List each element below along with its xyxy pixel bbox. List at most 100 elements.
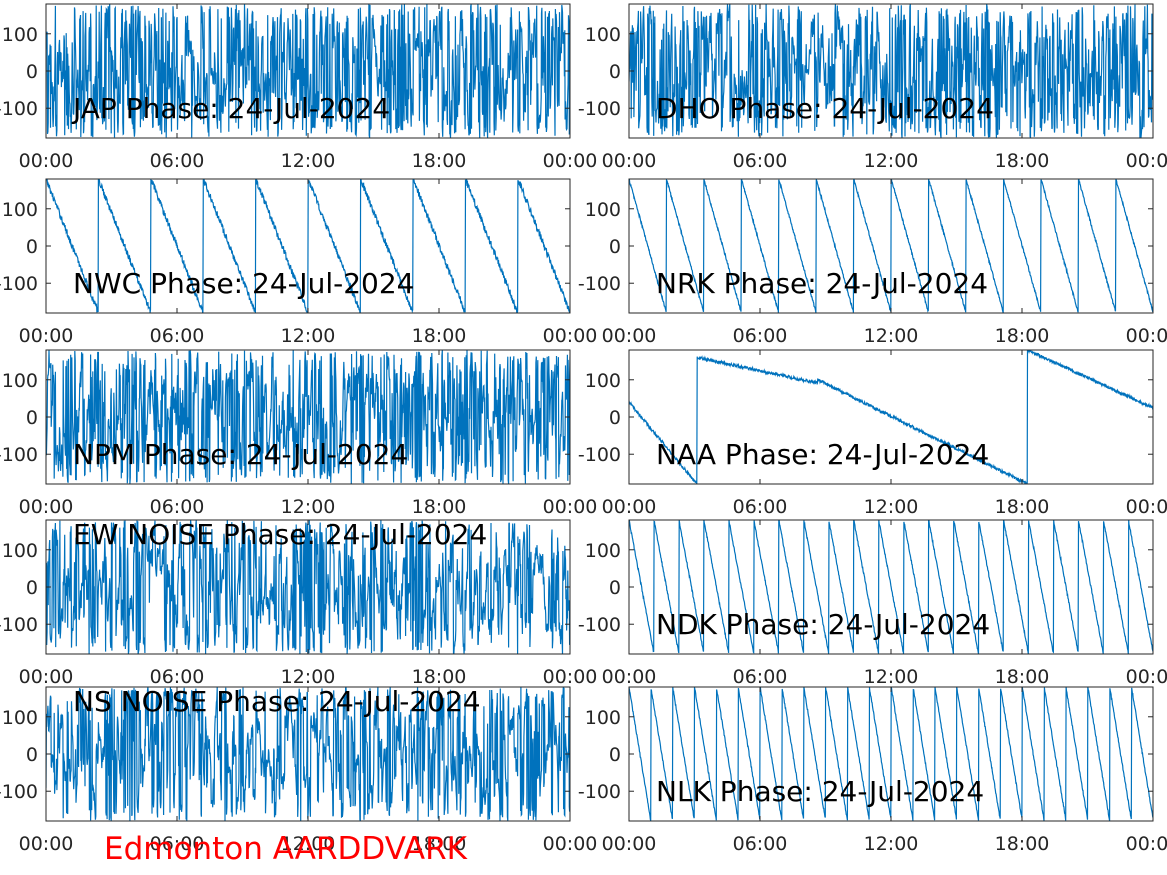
y-tick-label: 0 (609, 407, 621, 429)
x-tick-label: 00:00 (1126, 833, 1167, 855)
x-tick-label: 18:00 (412, 325, 467, 347)
x-tick-label: 12:00 (864, 150, 919, 172)
x-tick-label: 00:00 (19, 150, 74, 172)
x-tick-label: 06:00 (150, 496, 205, 518)
x-tick-label: 00:00 (543, 496, 598, 518)
x-tick-label: 12:00 (281, 496, 336, 518)
y-tick-label: 100 (585, 540, 621, 562)
panel-title: NLK Phase: 24-Jul-2024 (656, 775, 984, 808)
x-tick-label: 00:00 (543, 150, 598, 172)
x-tick-label: 18:00 (412, 150, 467, 172)
panel-title: JAP Phase: 24-Jul-2024 (71, 92, 390, 125)
x-tick-label: 00:00 (602, 496, 657, 518)
x-tick-label: 00:00 (602, 150, 657, 172)
panel-8: 100 0 -100 00:00 06:00 12:00 18:00 00:00 NDK Pha… (578, 519, 1167, 688)
x-tick-label: 12:00 (864, 325, 919, 347)
x-tick-label: 18:00 (995, 666, 1050, 688)
panel-title: DHO Phase: 24-Jul-2024 (656, 92, 994, 125)
x-tick-label: 18:00 (995, 833, 1050, 855)
y-tick-label: 100 (585, 199, 621, 221)
y-tick-label: -100 (0, 273, 38, 295)
panel-title: NWC Phase: 24-Jul-2024 (73, 267, 414, 300)
x-tick-label: 00:00 (543, 833, 598, 855)
y-tick-label: 100 (2, 24, 38, 46)
y-tick-label: 0 (609, 61, 621, 83)
panel-3: 100 0 -100 00:00 06:00 12:00 18:00 00:00 NWC Pha… (0, 178, 598, 347)
panel-title: NAA Phase: 24-Jul-2024 (656, 438, 989, 471)
series-line (46, 4, 570, 138)
y-tick-label: 0 (26, 407, 38, 429)
x-tick-label: 00:00 (1126, 325, 1167, 347)
x-tick-label: 12:00 (281, 150, 336, 172)
x-tick-label: 06:00 (733, 496, 788, 518)
x-tick-label: 06:00 (150, 833, 205, 855)
x-tick-label: 00:00 (602, 833, 657, 855)
panel-2: 100 0 -100 00:00 06:00 12:00 18:00 00:00 DHO Pha… (578, 3, 1167, 172)
y-tick-label: -100 (578, 98, 621, 120)
panel-title: NDK Phase: 24-Jul-2024 (656, 608, 990, 641)
y-tick-label: 100 (585, 24, 621, 46)
x-tick-label: 18:00 (995, 325, 1050, 347)
x-tick-label: 12:00 (864, 833, 919, 855)
x-tick-label: 18:00 (995, 496, 1050, 518)
y-tick-label: 0 (609, 744, 621, 766)
series-line (629, 687, 1153, 821)
y-tick-label: 100 (585, 707, 621, 729)
y-tick-label: -100 (0, 614, 38, 636)
y-tick-label: 100 (2, 540, 38, 562)
series-line (46, 687, 570, 821)
y-tick-label: -100 (578, 781, 621, 803)
x-tick-label: 00:00 (602, 666, 657, 688)
series-line (629, 520, 1153, 654)
x-tick-label: 12:00 (281, 666, 336, 688)
series-line (629, 179, 1153, 313)
panel-6: 100 0 -100 00:00 06:00 12:00 18:00 00:00 NAA Pha… (578, 349, 1167, 518)
x-tick-label: 00:00 (543, 325, 598, 347)
y-tick-label: 0 (26, 236, 38, 258)
x-tick-label: 06:00 (733, 833, 788, 855)
x-tick-label: 18:00 (995, 150, 1050, 172)
x-tick-label: 00:00 (1126, 150, 1167, 172)
panel-10: 100 0 -100 00:00 06:00 12:00 18:00 00:00 NLK Pha… (578, 686, 1167, 855)
y-tick-label: -100 (578, 614, 621, 636)
x-tick-label: 00:00 (1126, 496, 1167, 518)
panel-7: 100 0 -100 00:00 06:00 12:00 18:00 00:00 EW NOIS… (0, 518, 597, 688)
x-tick-label: 12:00 (864, 666, 919, 688)
x-tick-label: 00:00 (19, 496, 74, 518)
y-tick-label: -100 (0, 444, 38, 466)
series-line (46, 520, 570, 654)
x-tick-label: 06:00 (150, 666, 205, 688)
x-tick-label: 00:00 (19, 325, 74, 347)
y-tick-label: 0 (609, 577, 621, 599)
x-tick-label: 18:00 (412, 496, 467, 518)
y-tick-label: 0 (26, 744, 38, 766)
panel-title: NRK Phase: 24-Jul-2024 (656, 267, 988, 300)
y-tick-label: 0 (609, 236, 621, 258)
y-tick-label: -100 (0, 781, 38, 803)
x-tick-label: 12:00 (281, 833, 336, 855)
panel-title: NS NOISE Phase: 24-Jul-2024 (73, 685, 481, 718)
x-tick-label: 06:00 (733, 325, 788, 347)
x-tick-label: 00:00 (543, 666, 598, 688)
panel-4: 100 0 -100 00:00 06:00 12:00 18:00 00:00 NRK Pha… (578, 178, 1167, 347)
x-tick-label: 18:00 (412, 666, 467, 688)
x-tick-label: 12:00 (864, 496, 919, 518)
x-tick-label: 06:00 (733, 150, 788, 172)
panel-title: NPM Phase: 24-Jul-2024 (73, 438, 408, 471)
x-tick-label: 18:00 (412, 833, 467, 855)
x-tick-label: 00:00 (602, 325, 657, 347)
series-line (629, 350, 1153, 484)
y-tick-label: 100 (2, 199, 38, 221)
series-line (46, 350, 570, 484)
footer-label: Edmonton AARDDVARK (104, 831, 468, 867)
series-line (46, 179, 570, 313)
panel-9: 100 0 -100 00:00 06:00 12:00 18:00 00:00 NS NOIS… (0, 685, 597, 855)
x-tick-label: 00:00 (19, 666, 74, 688)
panel-title: EW NOISE Phase: 24-Jul-2024 (73, 518, 487, 551)
y-tick-label: -100 (578, 444, 621, 466)
x-tick-label: 00:00 (19, 833, 74, 855)
x-tick-label: 06:00 (150, 325, 205, 347)
y-tick-label: 100 (585, 370, 621, 392)
x-tick-label: 06:00 (150, 150, 205, 172)
